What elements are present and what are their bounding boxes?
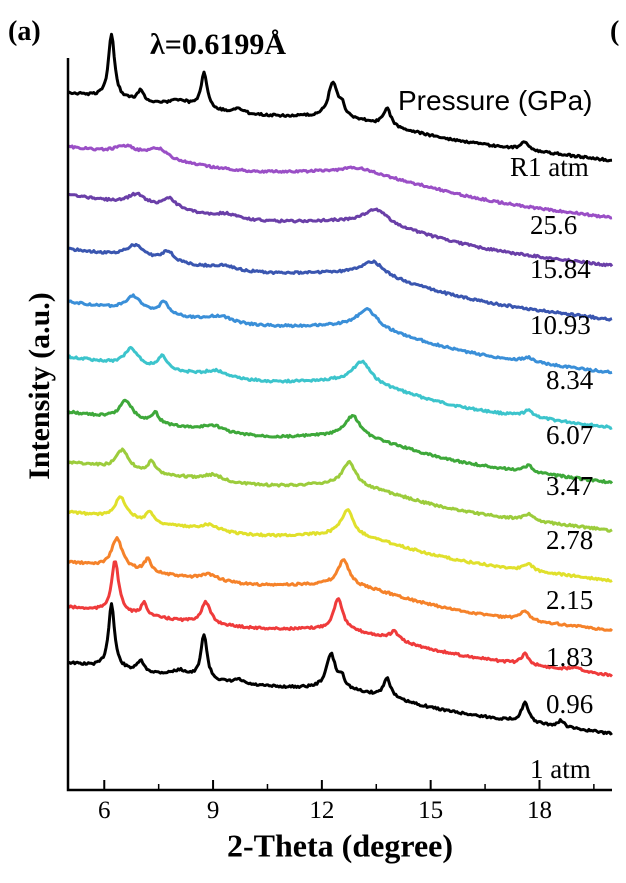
series-line	[67, 560, 613, 678]
series-line	[66, 495, 613, 583]
series-line	[66, 398, 614, 485]
pressure-label: 3.47	[546, 471, 593, 501]
pressure-label: 25.6	[530, 210, 577, 240]
pressure-label: 2.78	[546, 525, 593, 555]
x-tick-label: 12	[309, 797, 334, 824]
panel-label: (a)	[8, 16, 41, 47]
series-layer	[66, 32, 614, 736]
series-line	[67, 602, 613, 736]
pressure-label: 2.15	[546, 585, 593, 615]
x-axis-title: 2-Theta (degree)	[227, 827, 453, 864]
tick-layer: 6 9 12 15 18	[98, 780, 595, 824]
series-line	[67, 293, 613, 375]
series-line	[66, 447, 613, 533]
series-line	[67, 242, 613, 322]
pressure-label: 8.34	[546, 365, 594, 395]
series-line	[67, 32, 613, 163]
series-line	[67, 143, 613, 220]
y-axis-title: Intensity (a.u.)	[23, 292, 56, 480]
next-panel-label-fragment: (	[610, 16, 620, 47]
x-tick-label: 9	[207, 797, 220, 824]
x-tick-label: 18	[527, 797, 552, 824]
wavelength-annotation: λ=0.6199Å	[150, 28, 286, 61]
series-line	[67, 536, 614, 633]
x-tick-label: 15	[418, 797, 443, 824]
pressure-label: 0.96	[546, 689, 593, 719]
pressure-label: 6.07	[546, 420, 593, 450]
series-line	[66, 345, 613, 430]
pressure-label: 15.84	[530, 254, 591, 284]
x-tick-label: 6	[98, 797, 111, 824]
legend-title: Pressure (GPa)	[398, 85, 593, 116]
pressure-label: R1 atm	[510, 152, 589, 182]
pressure-label: 1.83	[546, 642, 593, 672]
pressure-labels: 1 atm 0.96 1.83 2.15 2.78 3.47 6.07 8.34 10.93 15…	[510, 152, 594, 784]
pressure-label: 1 atm	[530, 754, 591, 784]
pressure-label: 10.93	[530, 310, 591, 340]
series-line	[67, 191, 614, 268]
